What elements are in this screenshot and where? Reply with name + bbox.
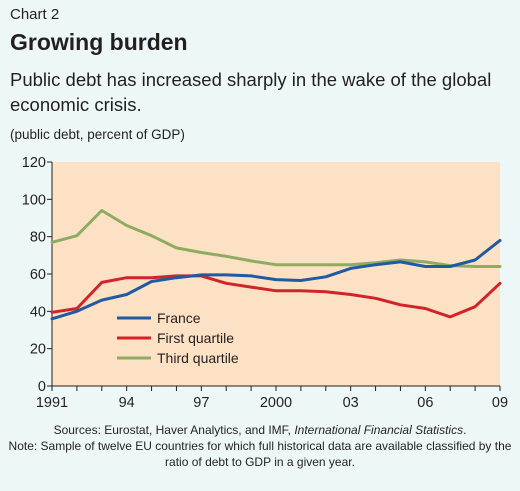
x-tick-label: 09 <box>492 395 508 411</box>
sources-prefix: Sources: Eurostat, Haver Analytics, and … <box>53 423 295 437</box>
unit-label: (public debt, percent of GDP) <box>10 127 185 142</box>
series-line-third-quartile <box>50 209 502 268</box>
chart-label: Chart 2 <box>10 6 60 23</box>
y-tick-label: 80 <box>30 230 46 246</box>
line-chart: 0 20 40 60 80 100 120 1991 94 97 2000 03 06 09 France F… <box>22 155 508 411</box>
y-tick-label: 40 <box>30 304 46 320</box>
sources-suffix: . <box>463 423 467 437</box>
x-tick-label: 97 <box>193 395 209 411</box>
x-tick-label: 06 <box>417 395 433 411</box>
sources-publication: International Financial Statistics <box>294 423 464 437</box>
note-text: Note: Sample of twelve EU countries for … <box>8 439 512 469</box>
plot-area <box>52 162 500 386</box>
y-tick-label: 100 <box>22 192 46 208</box>
series-line-first-quartile <box>50 274 502 319</box>
x-tick-label: 1991 <box>36 395 68 411</box>
legend-label-france: France <box>157 310 201 326</box>
x-tick-label: 2000 <box>260 395 292 411</box>
y-tick-label: 20 <box>30 342 46 358</box>
legend-label-first-quartile: First quartile <box>157 330 234 346</box>
series-line-france <box>50 238 502 321</box>
chart-title: Growing burden <box>10 29 188 55</box>
y-tick-label: 120 <box>22 155 46 171</box>
legend-label-third-quartile: Third quartile <box>157 350 239 366</box>
sources-line: Sources: Eurostat, Haver Analytics, and … <box>0 422 520 438</box>
sources-note: Sources: Eurostat, Haver Analytics, and … <box>0 422 520 470</box>
x-tick-label: 94 <box>119 395 135 411</box>
y-tick-label: 0 <box>38 379 46 395</box>
x-tick-label: 03 <box>343 395 359 411</box>
y-tick-label: 60 <box>30 267 46 283</box>
chart-subtitle: Public debt has increased sharply in the… <box>10 69 492 115</box>
